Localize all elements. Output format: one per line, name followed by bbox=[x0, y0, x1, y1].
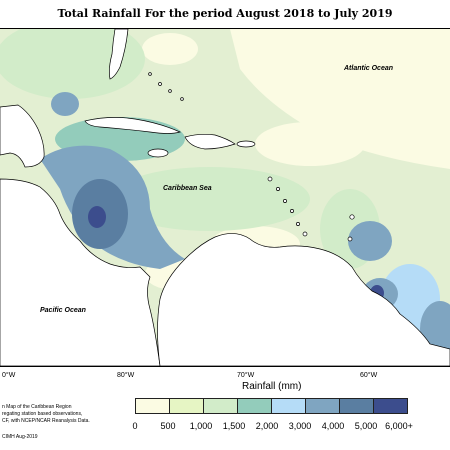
legend-label-8: 6,000+ bbox=[385, 421, 413, 431]
credit-line-3: CF, with NCEP/NCAR Reanalysis Data. bbox=[2, 418, 90, 424]
caribbean-islands bbox=[84, 72, 355, 242]
legend-label-2: 1,000 bbox=[189, 421, 213, 431]
legend-colorbar bbox=[135, 398, 408, 414]
legend-label-1: 500 bbox=[160, 421, 176, 431]
legend-label-0: 0 bbox=[132, 421, 138, 431]
map-title: Total Rainfall For the period August 201… bbox=[57, 7, 393, 20]
legend-swatch-7 bbox=[374, 399, 407, 413]
land-masses bbox=[0, 29, 450, 366]
legend-title: Rainfall (mm) bbox=[242, 381, 302, 392]
lon-tick-60w: 60°W bbox=[360, 372, 378, 379]
legend-swatch-0 bbox=[136, 399, 170, 413]
atlantic-ocean-label: Atlantic Ocean bbox=[344, 65, 394, 72]
legend-swatch-3 bbox=[238, 399, 272, 413]
lon-tick-80w: 80°W bbox=[117, 372, 135, 379]
legend-swatch-1 bbox=[170, 399, 204, 413]
pacific-ocean-label: Pacific Ocean bbox=[40, 307, 86, 314]
legend-swatch-4 bbox=[272, 399, 306, 413]
legend-label-7: 5,000 bbox=[354, 421, 378, 431]
credit-line-2: regating station based observations, bbox=[2, 411, 83, 417]
legend-swatch-6 bbox=[340, 399, 374, 413]
legend-swatch-5 bbox=[306, 399, 340, 413]
legend-label-4: 2,000 bbox=[255, 421, 279, 431]
rainfall-dry-zones bbox=[142, 29, 450, 290]
legend-label-3: 1,500 bbox=[222, 421, 246, 431]
rainfall-wet-zones bbox=[40, 92, 450, 357]
lon-tick-1: 0°W bbox=[2, 372, 16, 379]
rainfall-map bbox=[0, 28, 450, 367]
legend-label-5: 3,000 bbox=[288, 421, 312, 431]
caribbean-sea-label: Caribbean Sea bbox=[163, 185, 212, 192]
map-canvas bbox=[0, 29, 450, 366]
legend-swatch-2 bbox=[204, 399, 238, 413]
legend-label-6: 4,000 bbox=[321, 421, 345, 431]
credit-line-1: n Map of the Caribbean Region bbox=[2, 404, 72, 410]
credit-line-4: CIMH Aug-2019 bbox=[2, 434, 38, 440]
lon-tick-70w: 70°W bbox=[237, 372, 255, 379]
